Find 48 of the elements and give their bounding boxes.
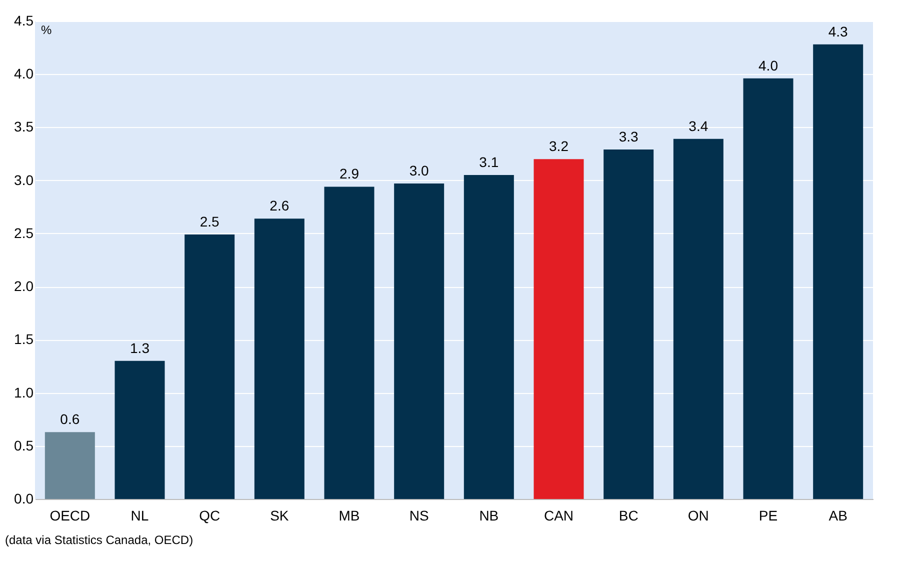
data-label: 2.6: [270, 198, 290, 214]
bar: [254, 218, 304, 499]
data-label: 4.0: [758, 57, 778, 74]
y-tick-label: 3.5: [14, 118, 34, 135]
x-tick-label: NS: [409, 508, 429, 524]
x-tick-label: NB: [479, 508, 499, 524]
data-label: 3.4: [688, 118, 708, 134]
data-label: 0.6: [60, 411, 80, 428]
data-label: 3.1: [479, 154, 499, 170]
bar: [324, 186, 374, 499]
x-tick-label: PE: [758, 508, 778, 524]
y-tick-label: 2.0: [14, 278, 34, 294]
bar: [114, 360, 165, 499]
bar: [534, 159, 584, 499]
data-label: 3.3: [618, 128, 639, 145]
x-tick-label: BC: [618, 508, 638, 524]
x-tick-label: ON: [688, 508, 709, 524]
x-tick-label: NL: [130, 508, 149, 524]
y-tick-label: 4.5: [14, 12, 34, 28]
x-tick-label: QC: [199, 508, 220, 524]
x-tick-label: MB: [338, 508, 360, 524]
x-tick-label: AB: [828, 508, 848, 524]
y-tick-label: 3.0: [14, 172, 34, 188]
x-tick-label: OECD: [50, 508, 90, 524]
bar: [394, 184, 444, 499]
bar: [813, 44, 864, 499]
data-label: 1.3: [130, 340, 150, 356]
y-tick-label: 0.5: [14, 437, 34, 454]
data-label: 2.5: [200, 214, 220, 230]
data-label: 3.2: [549, 138, 569, 154]
bar: [184, 234, 235, 499]
x-tick-label: SK: [270, 508, 290, 524]
bar: [604, 150, 654, 499]
x-tick-label: CAN: [544, 508, 574, 524]
y-tick-label: 2.5: [14, 224, 34, 241]
y-axis-title: %: [41, 23, 52, 37]
bar: [743, 78, 794, 499]
bar: [464, 175, 514, 499]
bar: [673, 138, 724, 499]
y-tick-label: 1.5: [14, 331, 34, 348]
y-tick-label: 4.0: [14, 66, 34, 82]
bar: [44, 432, 95, 499]
text: (data via Statistics Canada, OECD): [5, 533, 194, 547]
data-label: 4.3: [828, 23, 848, 40]
data-label: 3.0: [409, 162, 430, 179]
data-label: 2.9: [340, 166, 360, 182]
y-tick-label: 1.0: [14, 384, 34, 400]
y-tick-label: 0.0: [14, 490, 34, 506]
